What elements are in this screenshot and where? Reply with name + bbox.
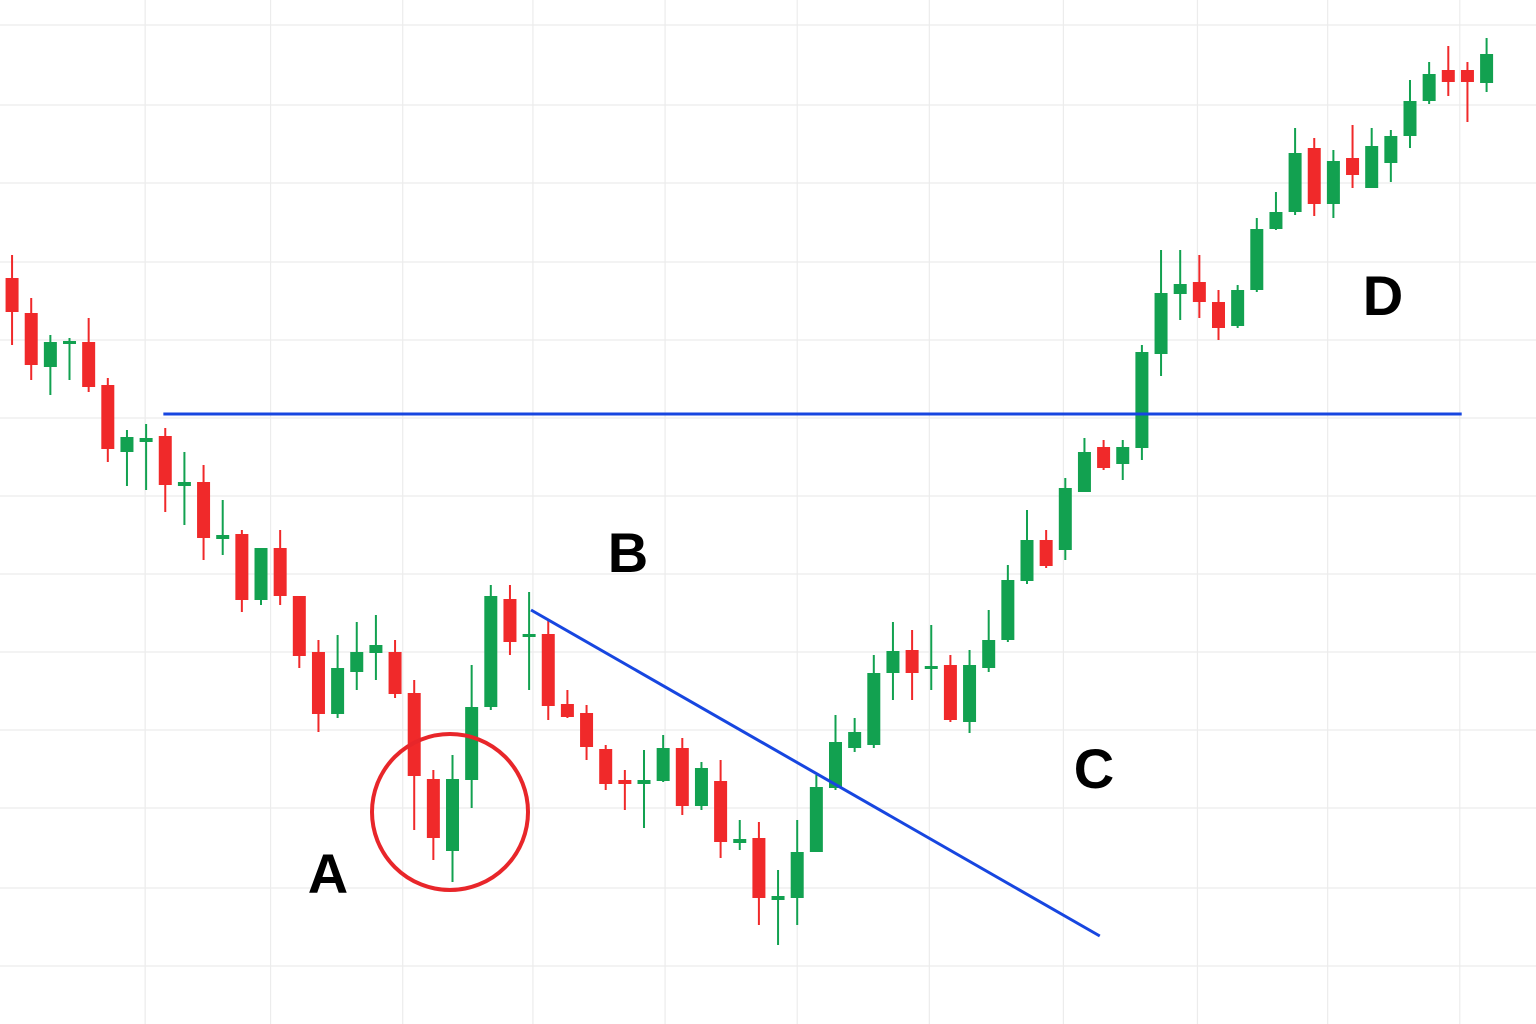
annotation: C — [1074, 737, 1114, 800]
candle-body — [1231, 290, 1245, 326]
candle-body — [541, 634, 555, 706]
trend-line — [530, 608, 1101, 938]
candle-body — [522, 634, 536, 637]
candle-body — [465, 707, 479, 780]
candle-body — [1192, 282, 1206, 302]
candle-body — [63, 341, 77, 344]
candle-body — [1441, 70, 1455, 82]
candle-body — [197, 482, 211, 538]
candle-body — [733, 839, 747, 843]
annotation: B — [608, 521, 648, 584]
candle-body — [1135, 352, 1149, 448]
candle-body — [1020, 540, 1034, 581]
candle-body — [177, 482, 191, 486]
candle-body — [618, 780, 632, 784]
candle-body — [426, 779, 440, 838]
candle-body — [809, 787, 823, 852]
candle-body — [388, 652, 402, 694]
candle-body — [752, 838, 766, 898]
candle-body — [1116, 447, 1130, 464]
candle-body — [675, 748, 689, 806]
candle-body — [82, 342, 96, 387]
candle-body — [848, 732, 862, 748]
candle-body — [292, 596, 306, 656]
candle-body — [139, 438, 153, 442]
candle-body — [407, 693, 421, 776]
candle-body — [1058, 488, 1072, 550]
candle-body — [1250, 229, 1264, 290]
candle-body — [331, 668, 345, 714]
candle-body — [1269, 212, 1283, 229]
candle-body — [1154, 293, 1168, 354]
candle-body — [963, 665, 977, 722]
candle-body — [1365, 146, 1379, 188]
candle-body — [1384, 136, 1398, 163]
candle-body — [580, 713, 594, 747]
candle-body — [101, 385, 115, 449]
candle-body — [484, 596, 498, 707]
candle-body — [829, 742, 843, 788]
candle-body — [235, 534, 249, 600]
candle-body — [1326, 161, 1340, 204]
candle-body — [1039, 540, 1053, 566]
candle-body — [943, 665, 957, 720]
candle-body — [273, 548, 287, 596]
candle-body — [1480, 54, 1494, 83]
candle-body — [5, 278, 19, 312]
candle-body — [1288, 153, 1302, 212]
candle-body — [1346, 158, 1360, 175]
candle-body — [43, 342, 57, 367]
candle-body — [446, 779, 460, 851]
candle-body — [1403, 101, 1417, 136]
annotation: A — [308, 842, 348, 905]
candle-body — [656, 748, 670, 781]
candle-body — [905, 650, 919, 673]
candle-body — [694, 768, 708, 806]
candle-body — [503, 599, 517, 642]
candle-body — [311, 652, 325, 714]
candle-body — [1173, 284, 1187, 294]
candle-body — [924, 666, 938, 669]
candle-body — [771, 896, 785, 900]
candle-body — [120, 437, 134, 452]
candle-body — [637, 780, 651, 784]
candle-body — [350, 652, 364, 672]
candle-body — [1307, 148, 1321, 204]
highlight-circle — [370, 732, 530, 892]
candle-body — [886, 651, 900, 673]
candle-body — [369, 645, 383, 653]
candle-body — [24, 313, 38, 365]
candle-body — [714, 781, 728, 842]
candle-body — [158, 436, 172, 485]
candle-body — [599, 749, 613, 784]
candle-body — [254, 548, 268, 600]
candle-body — [216, 535, 230, 539]
candle-body — [867, 673, 881, 745]
candle-body — [1460, 70, 1474, 82]
annotation: D — [1363, 264, 1403, 327]
candle-body — [1211, 302, 1225, 328]
candle-body — [1422, 74, 1436, 101]
candle-body — [1001, 580, 1015, 640]
candle-body — [1077, 452, 1091, 492]
candle-body — [982, 640, 996, 668]
candle-body — [1097, 447, 1111, 468]
candle-body — [790, 852, 804, 898]
candle-body — [560, 704, 574, 717]
